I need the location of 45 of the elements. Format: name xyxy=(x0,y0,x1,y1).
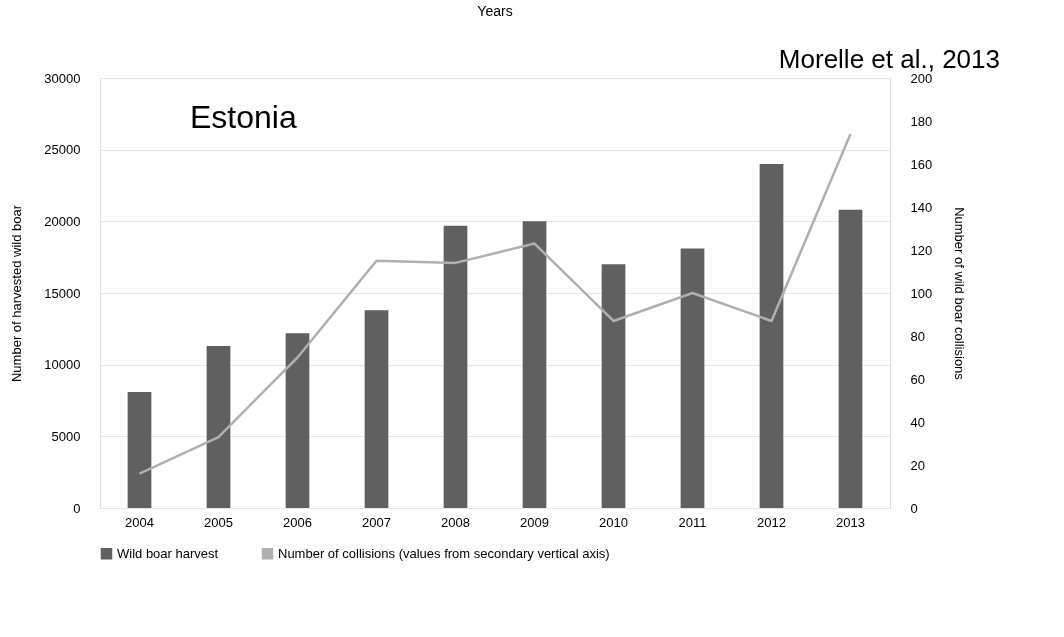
y-tick-label: 0 xyxy=(73,500,81,516)
x-tick-label: 2008 xyxy=(441,514,470,530)
y-tick-label: 30000 xyxy=(44,70,81,86)
bar xyxy=(601,264,626,508)
y2-tick-label: 40 xyxy=(910,414,925,430)
bar xyxy=(206,346,231,508)
y-axis-title: Number of harvested wild boar xyxy=(9,204,25,383)
line-series xyxy=(138,132,852,475)
y2-tick-label: 20 xyxy=(910,457,925,473)
y2-tick-label: 60 xyxy=(910,371,925,387)
chart-title: Years xyxy=(477,3,513,19)
legend-label: Wild boar harvest xyxy=(117,545,219,561)
bar xyxy=(285,333,310,508)
bar xyxy=(759,164,784,508)
bar xyxy=(127,391,152,508)
y2-tick-label: 80 xyxy=(910,328,925,344)
y2-axis-title: Number of wild boar collisions xyxy=(952,207,968,381)
y2-tick-label: 140 xyxy=(910,199,933,215)
y2-tick-label: 180 xyxy=(910,113,933,129)
y-tick-label: 10000 xyxy=(44,357,81,373)
y2-tick-label: 100 xyxy=(910,285,933,301)
x-tick-label: 2005 xyxy=(204,514,233,530)
x-tick-label: 2004 xyxy=(125,514,154,530)
x-tick-label: 2013 xyxy=(836,514,865,530)
y2-tick-label: 120 xyxy=(910,242,933,258)
x-tick-label: 2010 xyxy=(599,514,628,530)
bar xyxy=(680,248,705,508)
annotation: Estonia xyxy=(190,99,297,135)
y-tick-label: 5000 xyxy=(51,428,81,444)
bar xyxy=(522,221,547,508)
y-tick-label: 25000 xyxy=(44,142,81,158)
x-tick-label: 2006 xyxy=(283,514,312,530)
text: Morelle et al., 2013 xyxy=(778,44,1000,74)
bar xyxy=(838,209,863,508)
y2-tick-label: 160 xyxy=(910,156,933,172)
y2-tick-label: 0 xyxy=(910,500,918,516)
x-tick-label: 2007 xyxy=(362,514,391,530)
legend-label: Number of collisions (values from secondary vertical axis) xyxy=(278,545,610,561)
x-tick-label: 2009 xyxy=(520,514,549,530)
bar xyxy=(364,310,389,508)
y-tick-label: 15000 xyxy=(44,285,81,301)
y-tick-label: 20000 xyxy=(44,213,81,229)
x-tick-label: 2011 xyxy=(678,514,707,530)
bar xyxy=(443,225,468,508)
x-tick-label: 2012 xyxy=(757,514,786,530)
